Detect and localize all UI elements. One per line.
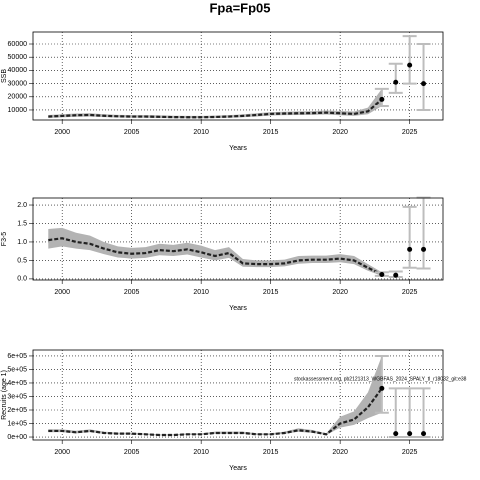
x-tick-label: 2025 — [402, 449, 418, 456]
y-tick-label: 3e+05 — [7, 393, 27, 400]
x-tick-label: 2000 — [54, 289, 70, 296]
y-tick-label: 10000 — [8, 107, 28, 114]
estimate-line — [48, 387, 383, 437]
error-bar — [416, 387, 431, 439]
y-axis-label: SSB — [1, 69, 8, 83]
x-tick-label: 2015 — [263, 449, 279, 456]
x-tick-label: 2010 — [193, 129, 209, 136]
error-bar — [374, 354, 389, 414]
y-tick-label: 2e+05 — [7, 407, 27, 414]
y-tick-label: 60000 — [8, 41, 28, 48]
x-tick-label: 2020 — [332, 289, 348, 296]
x-axis-label: Years — [229, 305, 247, 312]
forecast-point — [407, 62, 413, 68]
forecast-point — [407, 246, 413, 252]
x-tick-label: 2000 — [54, 449, 70, 456]
x-tick-label: 2015 — [263, 129, 279, 136]
y-tick-label: 0.5 — [17, 257, 27, 264]
forecast-point — [421, 246, 427, 252]
error-bar — [416, 196, 431, 270]
x-tick-label: 2025 — [402, 129, 418, 136]
y-tick-label: 20000 — [8, 94, 28, 101]
confidence-band — [48, 355, 382, 436]
x-tick-label: 2010 — [193, 449, 209, 456]
plot-frame — [32, 31, 444, 121]
y-tick-label: 30000 — [8, 80, 28, 87]
y-tick-label: 0e+00 — [7, 434, 27, 441]
y-axis-label: F3-5 — [1, 232, 8, 247]
plot-frame — [32, 349, 444, 441]
error-bar — [388, 62, 403, 94]
x-tick-label: 2010 — [193, 289, 209, 296]
y-tick-label: 0.0 — [17, 276, 27, 283]
annotation: stockassessment.org, pb2121313_WGBFAS_20… — [294, 376, 467, 382]
x-tick-label: 2005 — [124, 289, 140, 296]
estimate-line — [48, 98, 383, 119]
forecast-point — [393, 431, 399, 437]
forecast-point — [379, 385, 385, 391]
y-tick-label: 50000 — [8, 54, 28, 61]
plot-frame — [32, 197, 444, 281]
forecast-point — [421, 81, 427, 87]
x-tick-label: 2005 — [124, 129, 140, 136]
x-axis-label: Years — [229, 145, 247, 152]
y-tick-label: 6e+05 — [7, 353, 27, 360]
forecast-point — [421, 431, 427, 437]
chart-title: Fpa=Fp05 — [209, 0, 270, 15]
forecast-point — [379, 96, 385, 102]
y-axis-label: Recruits (age 1) — [1, 370, 8, 420]
forecast-point — [393, 272, 399, 278]
y-tick-label: 2.0 — [17, 202, 27, 209]
x-tick-label: 2000 — [54, 129, 70, 136]
x-tick-label: 2020 — [332, 129, 348, 136]
x-tick-label: 2020 — [332, 449, 348, 456]
error-bar — [388, 387, 403, 439]
error-bar — [402, 205, 417, 269]
x-tick-label: 2005 — [124, 449, 140, 456]
y-tick-label: 1.0 — [17, 239, 27, 246]
confidence-band — [48, 227, 382, 276]
x-axis-label: Years — [229, 465, 247, 472]
forecast-point — [393, 79, 399, 85]
y-tick-label: 1e+05 — [7, 420, 27, 427]
error-bar — [416, 43, 431, 111]
y-tick-label: 40000 — [8, 67, 28, 74]
forecast-point — [407, 431, 413, 437]
error-bar — [402, 35, 417, 85]
estimate-line — [48, 237, 383, 276]
forecast-point — [379, 271, 385, 277]
y-tick-label: 4e+05 — [7, 380, 27, 387]
x-tick-label: 2025 — [402, 289, 418, 296]
error-bar — [402, 387, 417, 439]
y-tick-label: 1.5 — [17, 220, 27, 227]
y-tick-label: 5e+05 — [7, 366, 27, 373]
x-tick-label: 2015 — [263, 289, 279, 296]
